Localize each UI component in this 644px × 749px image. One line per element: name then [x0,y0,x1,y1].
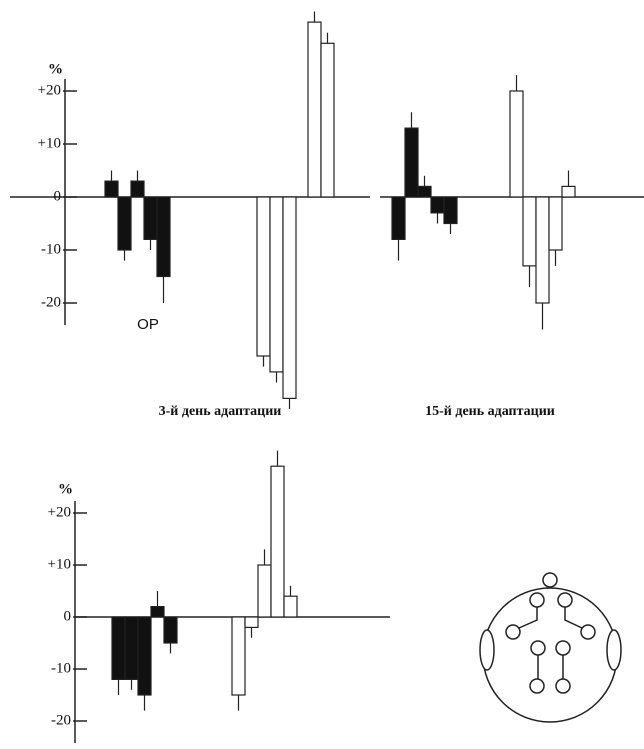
bar [536,197,549,303]
y-tick-label: -20 [41,294,61,310]
bar [444,197,457,224]
y-tick-label: +10 [38,135,61,151]
bar [151,607,164,617]
bar [418,186,431,197]
chart-title: 3-й день адаптации [159,404,282,419]
bar [164,617,177,643]
bar [131,181,144,197]
bar [308,22,321,197]
annotation: OP [137,316,159,333]
y-tick-label: -10 [51,660,71,676]
bar [431,197,444,213]
bar [144,197,157,239]
bar [105,181,118,197]
bar [523,197,536,266]
y-tick-label: -20 [51,712,71,728]
figure: +20 +10 0 -10 -20% OP 3-й день адаптации 15-й д… [0,0,644,749]
head-diagram [480,573,621,722]
bar [271,466,284,617]
y-tick-label: +20 [38,82,61,98]
bar [118,197,131,250]
bar [284,596,297,617]
bar [392,197,405,239]
y-tick-label: -10 [41,241,61,257]
chart-title: 15-й день адаптации [425,404,555,419]
bar [232,617,245,695]
bar [510,91,523,197]
y-tick-label: +10 [48,556,71,572]
bar [245,617,258,627]
y-tick-label: 0 [64,608,72,624]
bar [283,197,296,398]
y-tick-label: 0 [54,188,62,204]
bar [125,617,138,679]
bar [321,43,334,197]
bar [138,617,151,695]
bar [549,197,562,250]
bar [258,565,271,617]
bar [257,197,270,356]
y-axis-label: % [58,481,73,497]
bar [562,186,575,197]
bar [157,197,170,277]
y-axis-label: % [48,61,63,77]
bar [270,197,283,372]
bar [112,617,125,679]
y-tick-label: +20 [48,504,71,520]
bar [405,128,418,197]
